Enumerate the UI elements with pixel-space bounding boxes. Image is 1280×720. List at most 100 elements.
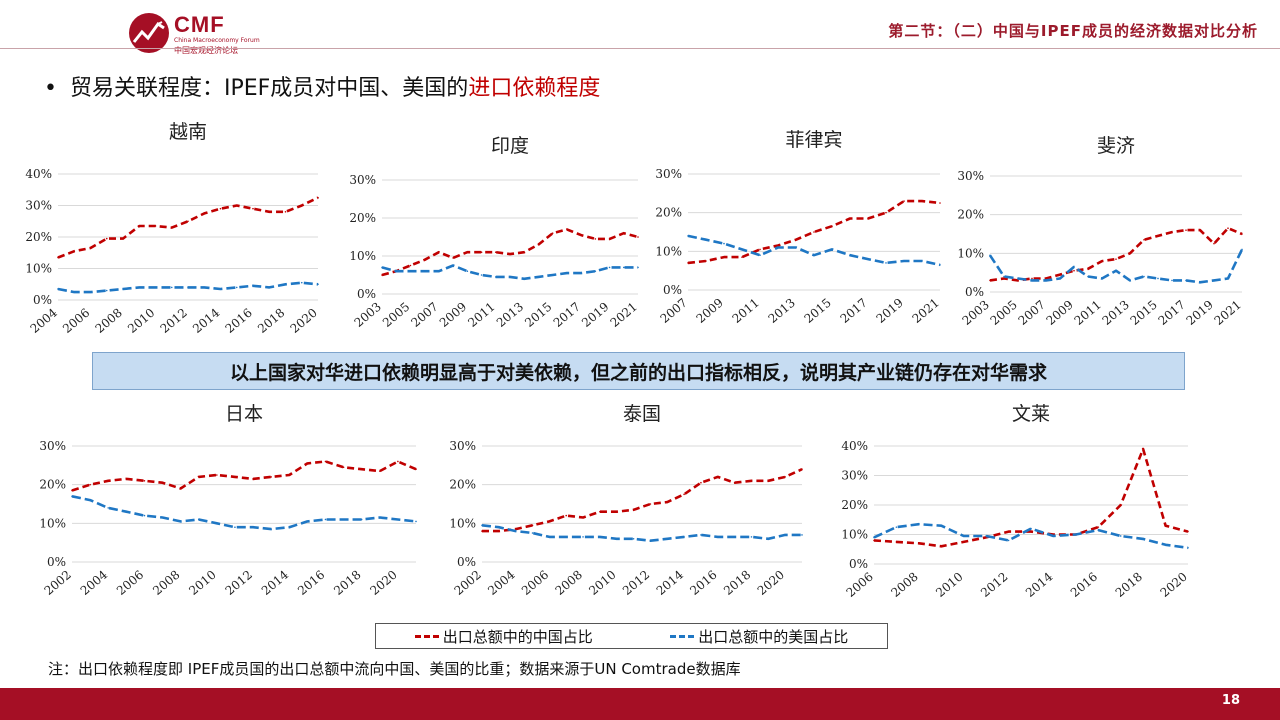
data-point-us (1129, 279, 1131, 282)
data-point-us (784, 534, 786, 536)
data-point-us (531, 532, 534, 534)
data-point-us (306, 520, 309, 523)
x-tick-label: 2013 (494, 300, 526, 330)
data-point-us (197, 518, 200, 521)
data-point-us (1052, 535, 1055, 537)
y-tick-label: 10% (841, 528, 868, 542)
data-point-us (107, 507, 110, 509)
data-point-us (481, 524, 483, 527)
data-point-china (767, 480, 770, 482)
logo-text: CMF (174, 12, 225, 37)
data-point-china (666, 501, 669, 503)
data-point-china (187, 220, 189, 223)
x-tick-label: 2006 (114, 568, 146, 598)
x-tick-label: 2020 (1158, 570, 1190, 600)
y-tick-label: 0% (357, 287, 376, 301)
x-tick-label: 2005 (988, 298, 1020, 328)
x-tick-label: 2011 (730, 296, 762, 326)
data-point-china (1097, 526, 1100, 528)
page-number: 18 (1221, 693, 1240, 708)
data-point-us (687, 235, 689, 237)
data-point-us (423, 270, 426, 272)
data-point-us (179, 520, 182, 523)
data-point-china (599, 510, 601, 513)
x-tick-label: 2020 (367, 568, 399, 598)
data-point-china (716, 476, 719, 478)
data-point-china (438, 251, 440, 253)
data-point-china (284, 211, 287, 213)
x-tick-label: 2014 (259, 567, 292, 598)
x-tick-label: 2019 (1184, 298, 1216, 328)
data-point-china (867, 217, 869, 220)
x-tick-label: 2004 (78, 567, 111, 598)
y-tick-label: 0% (663, 283, 682, 297)
data-point-china (903, 200, 905, 202)
data-point-us (1171, 279, 1173, 282)
data-point-us (105, 289, 108, 292)
data-point-us (1157, 277, 1159, 280)
y-tick-label: 10% (25, 262, 52, 276)
data-point-china (1199, 229, 1201, 231)
x-tick-label: 2009 (437, 300, 469, 330)
chart-japan: 日本0%10%20%30%2002 2004 2006 2008 2010 2012 201… (39, 403, 417, 598)
data-point-china (608, 238, 611, 240)
data-point-china (1073, 269, 1075, 272)
data-point-china (397, 460, 399, 463)
data-point-china (122, 237, 124, 240)
data-point-us (1227, 277, 1229, 280)
logo-subtitle-cn: 中国宏观经济论坛 (174, 46, 238, 55)
x-tick-label: 2003 (352, 300, 384, 330)
legend-item-us: 出口总额中的美国占比 (670, 626, 848, 647)
data-point-china (813, 231, 815, 233)
x-tick-label: 2017 (1156, 298, 1188, 328)
data-point-us (415, 520, 417, 523)
section-title: 第二节：（二）中国与IPEF成员的经济数据对比分析 (888, 22, 1258, 40)
x-tick-label: 2008 (150, 568, 182, 598)
data-point-us (452, 264, 454, 267)
x-tick-label: 2014 (1023, 569, 1056, 600)
data-point-china (423, 259, 426, 261)
data-point-us (580, 272, 582, 274)
chart-fiji: 斐济0%10%20%30%200320052007200920112013201… (957, 135, 1244, 328)
y-tick-label: 10% (655, 244, 682, 258)
chart-brunei: 文莱 0% 10% 20% 30% 40% 2006 2008 2010 2012 2014 2016… (841, 403, 1190, 600)
data-point-us (397, 518, 399, 521)
y-tick-label: 40% (841, 439, 868, 453)
data-point-us (73, 291, 76, 293)
data-point-us (1119, 535, 1122, 537)
data-point-us (700, 534, 702, 536)
data-point-us (360, 518, 363, 521)
data-point-us (1003, 275, 1005, 278)
data-point-us (750, 536, 753, 538)
data-point-us (795, 246, 797, 249)
data-point-china (1129, 252, 1131, 255)
series-line-china (482, 468, 803, 533)
data-point-us (1073, 266, 1075, 268)
data-point-china (466, 251, 469, 253)
x-tick-label: 2016 (295, 568, 327, 598)
legend-swatch-china (414, 634, 439, 638)
data-point-china (125, 478, 128, 480)
data-point-us (895, 526, 898, 528)
data-point-china (741, 256, 743, 258)
data-point-us (813, 254, 815, 256)
y-tick-label: 0% (457, 555, 476, 569)
data-point-china (1030, 530, 1032, 533)
series-line-china (71, 460, 417, 492)
cmf-logo: CMF China Macroeconomy Forum 中国宏观经济论坛 (128, 10, 298, 55)
data-point-us (342, 518, 345, 521)
data-point-us (716, 536, 719, 538)
x-tick-label: 2008 (93, 306, 125, 336)
data-point-china (1087, 268, 1089, 270)
data-point-china (378, 470, 381, 472)
data-point-us (1185, 279, 1187, 282)
data-point-us (566, 272, 568, 274)
y-tick-label: 20% (25, 230, 52, 244)
x-tick-label: 2009 (1044, 298, 1076, 328)
bullet-icon: • (44, 76, 57, 101)
data-point-china (1187, 530, 1189, 533)
data-point-china (548, 520, 551, 523)
x-tick-label: 2007 (408, 300, 440, 330)
data-point-china (161, 481, 164, 484)
data-point-china (1119, 504, 1122, 506)
